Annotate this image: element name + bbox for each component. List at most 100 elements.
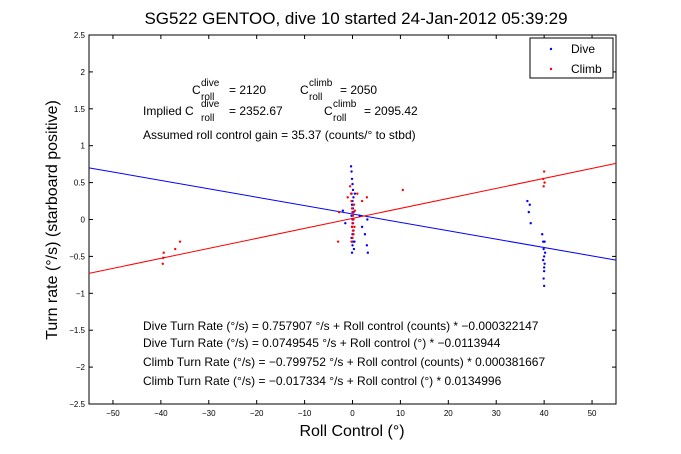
climb-point	[401, 188, 405, 192]
equation-climb-counts: Climb Turn Rate (°/s) = −0.799752 °/s + …	[143, 355, 545, 369]
climb-point	[352, 203, 356, 206]
climb-point	[351, 236, 354, 240]
climb-point	[542, 185, 545, 188]
climb-point	[336, 240, 340, 243]
climb-point	[337, 210, 341, 214]
annotation-crolls: C dive roll = 2120 C climb roll = 2050 I…	[143, 78, 418, 142]
dive-point	[352, 196, 355, 199]
y-tick-label: 2.5	[74, 31, 86, 40]
dive-point	[350, 251, 354, 254]
climb-point	[541, 177, 545, 181]
dive-point	[542, 269, 546, 273]
climb-point	[350, 225, 354, 229]
dive-point	[352, 247, 356, 251]
climb-point	[542, 170, 546, 173]
legend-climb-marker	[549, 67, 553, 71]
c-dive-sup: dive	[201, 78, 220, 89]
y-tick-label: −0.5	[69, 252, 85, 261]
climb-point	[353, 209, 357, 212]
climb-point	[351, 210, 354, 214]
c-climb-val: = 2050	[340, 83, 377, 97]
legend-climb-label: Climb	[571, 62, 602, 76]
implied-climb-sup: climb	[333, 99, 357, 110]
climb-point	[365, 196, 369, 199]
y-tick-label: 0.5	[74, 179, 86, 188]
dive-point	[344, 221, 347, 225]
x-tick-label: −40	[154, 409, 168, 418]
c-dive-val: = 2120	[229, 83, 266, 97]
dive-point	[528, 203, 531, 206]
dive-point	[350, 203, 354, 206]
implied-climb-sub: roll	[333, 113, 346, 124]
climb-point	[350, 207, 354, 210]
y-tick-label: 2	[81, 68, 86, 77]
implied-dive-sub: roll	[201, 113, 214, 124]
climb-point	[162, 256, 165, 260]
y-tick-label: −2.5	[69, 400, 85, 409]
dive-fit-line	[88, 167, 617, 261]
y-tick-label: −1.5	[69, 326, 85, 335]
dive-point	[541, 233, 544, 236]
equation-dive-degrees: Dive Turn Rate (°/s) = 0.0749545 °/s + R…	[143, 336, 501, 350]
y-axis-label: Turn rate (°/s) (starboard positive)	[44, 100, 61, 340]
implied-prefix: Implied C	[143, 104, 194, 118]
climb-point	[350, 199, 353, 203]
x-tick-label: 0	[350, 409, 355, 418]
dive-point	[366, 218, 369, 221]
dive-point	[351, 182, 354, 186]
dive-point	[353, 240, 356, 243]
dive-point	[363, 233, 367, 236]
climb-point	[174, 247, 177, 251]
x-tick-label: 50	[588, 409, 597, 418]
y-tick-label: −1	[76, 289, 86, 298]
dive-point	[350, 177, 354, 181]
y-tick-label: 1	[81, 142, 86, 151]
data-points	[161, 165, 547, 288]
dive-point	[541, 258, 545, 262]
x-tick-label: 40	[540, 409, 549, 418]
climb-point	[349, 192, 353, 195]
equation-dive-counts: Dive Turn Rate (°/s) = 0.757907 °/s + Ro…	[143, 319, 539, 333]
dive-point	[341, 209, 345, 212]
x-axis: −50 −40 −30 −20 −10 0 10 20 30 40 50	[106, 35, 597, 418]
legend-box	[529, 37, 614, 79]
implied-dive-val: = 2352.67	[229, 104, 283, 118]
equation-annotations: Dive Turn Rate (°/s) = 0.757907 °/s + Ro…	[143, 319, 545, 388]
y-tick-label: −2	[76, 363, 86, 372]
dive-point	[526, 199, 529, 203]
implied-dive-sup: dive	[201, 99, 220, 110]
dive-point	[358, 214, 361, 218]
c-climb-main: C	[300, 83, 309, 97]
climb-point	[351, 214, 355, 218]
climb-point	[350, 240, 353, 243]
dive-point	[542, 284, 546, 288]
c-dive-main: C	[192, 83, 201, 97]
dive-point	[542, 277, 545, 280]
climb-point	[178, 240, 182, 243]
implied-climb-val: = 2095.42	[364, 104, 418, 118]
climb-point	[161, 262, 164, 265]
climb-point	[543, 181, 546, 184]
c-climb-sub: roll	[309, 92, 322, 103]
climb-point	[162, 251, 165, 254]
dive-point	[542, 255, 546, 258]
climb-point	[360, 199, 364, 203]
dive-point	[351, 244, 354, 247]
dive-point	[543, 262, 546, 265]
dive-point	[543, 251, 547, 254]
gain-annotation: Assumed roll control gain = 35.37 (count…	[143, 128, 416, 142]
legend: Dive Climb	[529, 37, 614, 79]
climb-point	[356, 192, 359, 195]
climb-point	[353, 225, 356, 229]
climb-point	[348, 185, 352, 188]
dive-point	[360, 225, 364, 229]
equation-climb-degrees: Climb Turn Rate (°/s) = −0.017334 °/s + …	[143, 374, 502, 388]
dive-point	[350, 170, 353, 173]
dive-point	[349, 165, 353, 168]
legend-dive-label: Dive	[571, 42, 595, 56]
y-axis: −2.5 −2 −1.5 −1 −0.5 0 0.5 1 1.5 2 2.5	[69, 31, 616, 409]
climb-point	[352, 233, 355, 236]
dive-point	[542, 247, 545, 251]
climb-point	[352, 218, 355, 221]
